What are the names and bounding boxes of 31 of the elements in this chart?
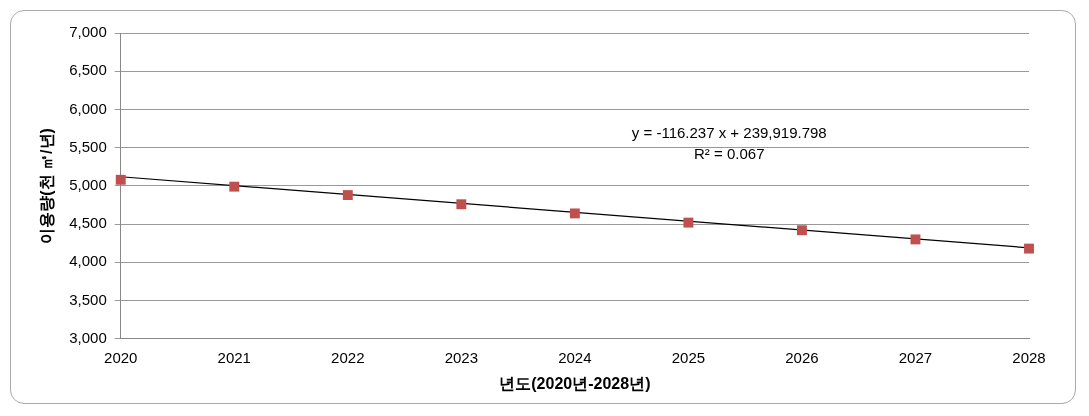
y-tick-label: 7,000 — [69, 23, 107, 41]
point — [910, 234, 921, 245]
annotation: R² = 0.067 — [694, 145, 765, 162]
point — [1024, 243, 1034, 254]
y-tick-label: 6,500 — [69, 61, 107, 79]
point — [569, 208, 580, 219]
annotation: y = -116.237 x + 239,919.798 — [631, 124, 827, 141]
y-tick-label: 3,000 — [69, 328, 107, 346]
x-tick-label: 2021 — [217, 348, 251, 366]
x-tick-label: 2027 — [898, 348, 933, 366]
x-tick-label: 2020 — [104, 348, 138, 366]
point — [796, 225, 807, 236]
y-tick-label: 4,000 — [69, 252, 107, 270]
x-tick-label: 2025 — [671, 348, 706, 366]
y-tick-label: 4,500 — [69, 214, 107, 232]
y-axis-title: 이용량(천 ㎥/년) — [38, 128, 56, 244]
point — [456, 199, 467, 210]
x-tick-label: 2023 — [444, 348, 479, 366]
point — [683, 217, 694, 228]
x-tick-label: 2022 — [331, 348, 365, 366]
x-tick-label: 2024 — [558, 348, 592, 366]
point — [115, 174, 126, 185]
y-tick-label: 3,500 — [69, 290, 107, 308]
y-tick-label: 6,000 — [69, 99, 107, 117]
point — [229, 181, 240, 192]
y-tick-label: 5,000 — [69, 176, 107, 194]
x-tick-label: 2028 — [1012, 348, 1046, 366]
x-axis-title: 년도(2020년-2028년) — [499, 374, 651, 392]
y-tick-label: 5,500 — [69, 137, 107, 155]
x-tick-label: 2026 — [785, 348, 819, 366]
point — [342, 190, 353, 201]
